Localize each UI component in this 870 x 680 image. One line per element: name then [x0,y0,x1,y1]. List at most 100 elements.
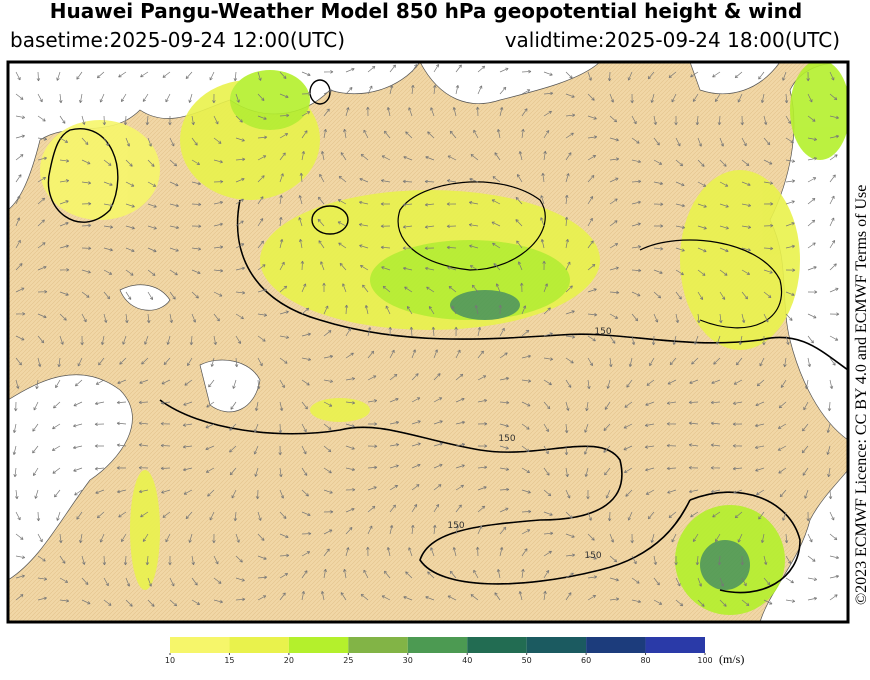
wind-arrow [675,599,684,607]
wind-arrow [688,421,699,426]
wind-arrow [785,222,795,227]
wind-arrow [719,599,727,607]
wind-arrow [697,599,705,607]
wind-arrow [363,569,369,579]
wind-arrow [631,335,636,346]
wind-arrow [543,110,552,117]
wind-arrow [802,467,809,476]
wind-arrow [785,313,793,321]
wind-arrow [521,509,532,514]
wind-arrow [712,71,721,78]
wind-arrow [627,71,633,81]
wind-arrow [433,420,443,425]
wind-arrow [213,335,217,346]
wind-arrow [165,93,171,103]
wind-arrow [542,260,546,271]
wind-arrow [455,64,462,73]
wind-arrow [807,313,817,319]
wind-arrow [13,467,17,478]
wind-arrow [235,597,246,602]
wind-arrow [411,442,421,447]
wind-arrow [540,239,545,249]
wind-arrow [807,290,818,294]
wind-arrow [213,245,224,249]
wind-arrow [402,202,413,207]
wind-arrow [408,547,413,557]
wind-arrow [364,304,369,315]
wind-arrow [829,154,838,161]
wind-arrow [609,555,618,563]
wind-arrow [345,467,356,472]
wind-arrow [32,467,39,476]
wind-arrow [367,486,377,491]
wind-arrow [827,401,832,412]
wind-arrow [604,401,611,410]
wind-arrow [606,379,611,389]
wind-arrow [587,240,594,249]
wind-arrow [697,577,702,587]
wind-arrow [499,67,509,73]
wind-arrow [424,225,435,229]
colorbar: 10 15 20 25 30 40 50 60 80 100 (m/s) [165,637,744,666]
wind-arrow [169,599,178,607]
wind-arrow [103,577,109,587]
wind-arrow [807,219,816,227]
wind-arrow [95,379,105,385]
wind-arrow [15,263,23,271]
wind-arrow [380,179,391,183]
wind-arrow [609,115,618,123]
wind-arrow [99,93,105,103]
wind-arrow [741,269,751,275]
wind-arrow [754,445,765,449]
wind-arrow [59,291,69,296]
wind-arrow [496,568,501,579]
wind-arrow [778,467,787,474]
wind-arrow [650,533,655,543]
wind-arrow [118,71,127,78]
wind-arrow [499,507,509,513]
wind-arrow [468,201,479,205]
wind-arrow [521,354,531,359]
wind-arrow [491,199,501,205]
wind-arrow [169,577,175,587]
wind-arrow [15,195,21,205]
wind-arrow [690,71,699,78]
wind-arrow [631,115,637,125]
contour [397,181,546,271]
wind-arrow [807,533,813,543]
wind-arrow [72,445,83,450]
wind-arrow [339,262,347,271]
wind-arrow [301,467,308,476]
wind-arrow [103,225,114,229]
wind-arrow [279,71,287,79]
wind-arrow [516,240,523,249]
wind-arrow [169,181,179,187]
wind-arrow [345,107,350,117]
wind-arrow [300,260,305,271]
wind-arrow [433,484,442,491]
wind-arrow [37,555,46,562]
wind-arrow [37,265,47,271]
wind-arrow [53,401,61,409]
wind-arrow [631,222,641,227]
wind-arrow [668,71,677,78]
wind-arrow [340,152,347,161]
wind-arrow [829,574,840,579]
wind-arrow [499,526,507,535]
wind-arrow [807,335,814,344]
wind-arrow [360,153,369,161]
wind-arrow [161,379,171,385]
wind-arrow [52,423,61,430]
wind-arrow [169,291,176,300]
wind-arrow [697,313,701,324]
wind-arrow [123,115,128,126]
wind-arrow [405,571,413,579]
wind-arrow [257,196,264,205]
wind-arrow [499,327,505,337]
wind-arrow [184,379,193,386]
wind-arrow [257,555,267,560]
wind-arrow [671,93,677,103]
wind-arrow [609,220,618,227]
wind-arrow [118,511,127,518]
wind-arrow [565,467,569,478]
